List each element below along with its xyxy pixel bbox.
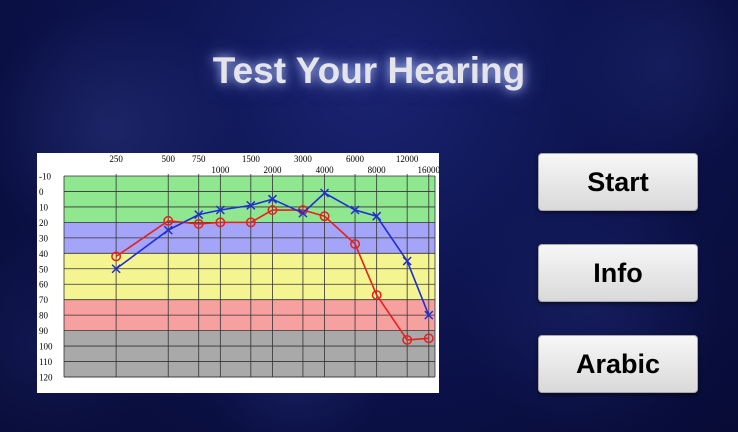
- x-tick-label: 2000: [263, 165, 282, 175]
- series-1-point: [194, 210, 204, 220]
- series-0-point: [245, 217, 256, 228]
- x-tick-label: 16000: [418, 165, 439, 175]
- x-tick-label: 12000: [396, 154, 419, 164]
- y-tick-label: -10: [39, 172, 51, 182]
- x-tick-label: 1500: [242, 154, 261, 164]
- series-0-point: [267, 205, 278, 215]
- series-0-point: [193, 218, 204, 229]
- series-0-point: [350, 239, 360, 249]
- band-0: [64, 176, 435, 223]
- audiogram-chart: -10 0 10 20 30 40 50 60 70 80 90 100 110 120 250 500 750…: [37, 153, 439, 393]
- series-1-point: [267, 194, 277, 204]
- series-1-point: [111, 264, 121, 274]
- y-tick-label: 20: [39, 218, 49, 228]
- info-button[interactable]: Info: [538, 244, 698, 302]
- arabic-button[interactable]: Arabic: [538, 335, 698, 393]
- series-1-point: [215, 205, 225, 215]
- y-tick-label: 90: [39, 326, 49, 336]
- series-1-point: [298, 208, 308, 218]
- series-1-point: [320, 188, 330, 198]
- band-4: [64, 330, 435, 377]
- x-tick-label: 250: [109, 154, 123, 164]
- y-tick-label: 110: [39, 357, 53, 367]
- y-tick-label: 0: [39, 187, 44, 197]
- series-0-point: [371, 290, 382, 301]
- y-tick-label: 60: [39, 280, 49, 290]
- series-0-point: [423, 333, 434, 344]
- y-tick-label: 30: [39, 233, 49, 243]
- x-tick-label: 3000: [294, 154, 313, 164]
- x-tick-label: 750: [192, 154, 206, 164]
- y-tick-label: 100: [39, 342, 53, 352]
- series-1-point: [246, 200, 256, 210]
- x-tick-label: 500: [161, 154, 175, 164]
- y-tick-label: 50: [39, 264, 49, 274]
- x-tick-label: 4000: [316, 165, 335, 175]
- series-1-line: [115, 192, 430, 316]
- x-tick-label: 6000: [346, 154, 365, 164]
- series-1-point: [372, 211, 382, 221]
- y-tick-label: 120: [39, 373, 53, 383]
- start-button[interactable]: Start: [538, 153, 698, 211]
- series-1-point: [163, 225, 173, 235]
- audiogram-svg: -10 0 10 20 30 40 50 60 70 80 90 100 110 120 250 500 750…: [39, 154, 439, 383]
- series-0-point: [111, 251, 122, 262]
- series-1-point: [424, 310, 434, 320]
- series-0-point: [319, 211, 330, 222]
- y-tick-label: 80: [39, 311, 49, 321]
- page-title: Test Your Hearing: [212, 50, 526, 91]
- series-0-line: [115, 209, 429, 341]
- series-1-point: [402, 256, 412, 266]
- y-tick-label: 40: [39, 249, 49, 259]
- series-0-point: [402, 334, 413, 345]
- y-tick-label: 70: [39, 295, 49, 305]
- series-0-point: [163, 215, 174, 226]
- series-1-point: [350, 205, 360, 215]
- x-tick-label: 1000: [211, 165, 230, 175]
- series-0-point: [215, 217, 226, 228]
- y-tick-label: 10: [39, 202, 49, 212]
- x-tick-label: 8000: [368, 165, 387, 175]
